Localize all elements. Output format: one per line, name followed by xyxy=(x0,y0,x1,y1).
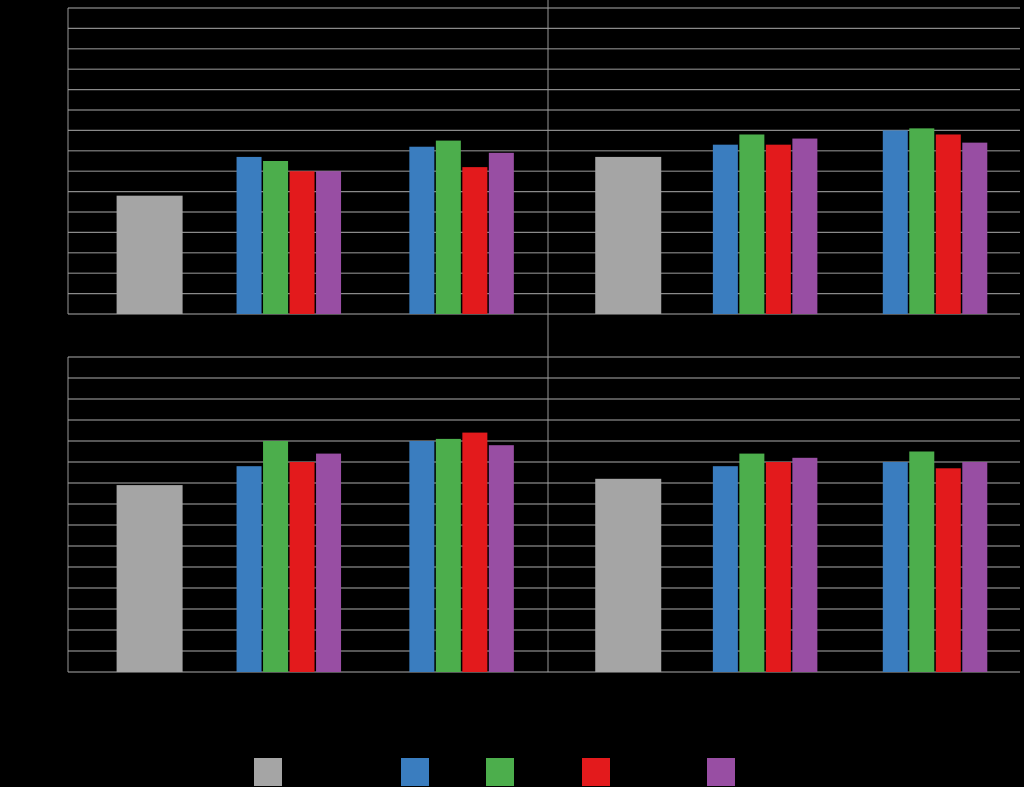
bar xyxy=(935,468,961,672)
bar xyxy=(435,438,461,672)
y-tick-label: 4 xyxy=(53,580,60,594)
y-tick-label: 4 xyxy=(53,225,60,239)
bar xyxy=(935,134,961,314)
bar xyxy=(882,462,908,672)
legend-swatch xyxy=(486,758,514,786)
legend-swatch xyxy=(254,758,282,786)
legend-swatch xyxy=(401,758,429,786)
bar xyxy=(595,478,662,672)
bar xyxy=(236,156,262,314)
y-tick-label: 5 xyxy=(53,559,60,573)
y-tick-label: 8 xyxy=(53,143,60,157)
y-tick-label: 3 xyxy=(53,245,60,259)
y-tick-label: 6 xyxy=(53,538,60,552)
bar xyxy=(909,451,935,672)
y-tick-label: 1 xyxy=(53,643,60,657)
bar xyxy=(316,171,342,314)
bar xyxy=(116,195,183,314)
bar xyxy=(909,128,935,314)
y-tick-label: 0 xyxy=(53,306,60,320)
y-tick-label: 0 xyxy=(53,664,60,678)
bar xyxy=(962,462,988,672)
bar xyxy=(116,485,183,672)
bar xyxy=(289,462,315,672)
bar xyxy=(462,432,488,672)
bar xyxy=(712,144,738,314)
y-tick-label: 9 xyxy=(53,475,60,489)
bar xyxy=(488,445,514,672)
y-tick-label: 15 xyxy=(47,0,61,14)
y-tick-label: 8 xyxy=(53,496,60,510)
y-tick-label: 11 xyxy=(48,433,61,447)
bar xyxy=(882,130,908,314)
bar xyxy=(962,142,988,314)
y-tick-label: 3 xyxy=(53,601,60,615)
bar xyxy=(712,466,738,672)
legend-swatch xyxy=(707,758,735,786)
bar xyxy=(739,453,765,672)
y-tick-label: 1 xyxy=(53,286,60,300)
bar xyxy=(409,441,435,672)
bar xyxy=(765,144,791,314)
y-tick-label: 6 xyxy=(53,184,60,198)
y-tick-label: 13 xyxy=(47,41,61,55)
y-tick-label: 2 xyxy=(53,265,60,279)
bar xyxy=(792,138,818,314)
legend-swatch xyxy=(582,758,610,786)
bar xyxy=(409,146,435,314)
y-tick-label: 9 xyxy=(53,123,60,137)
bar xyxy=(462,167,488,314)
y-tick-label: 10 xyxy=(47,102,61,116)
y-tick-label: 14 xyxy=(47,370,61,384)
bar xyxy=(289,171,315,314)
y-tick-label: 5 xyxy=(53,204,60,218)
bar xyxy=(792,457,818,672)
y-tick-label: 11 xyxy=(48,82,61,96)
y-tick-label: 14 xyxy=(47,21,61,35)
bar xyxy=(263,441,289,672)
y-tick-label: 7 xyxy=(53,517,60,531)
y-tick-label: 10 xyxy=(47,454,61,468)
y-tick-label: 7 xyxy=(53,163,60,177)
bar xyxy=(765,462,791,672)
bar xyxy=(236,466,262,672)
bar xyxy=(435,140,461,314)
y-tick-label: 12 xyxy=(47,61,61,75)
bar xyxy=(595,156,662,314)
bar xyxy=(316,453,342,672)
bar xyxy=(488,152,514,314)
y-tick-label: 15 xyxy=(47,349,61,363)
bar xyxy=(739,134,765,314)
y-tick-label: 12 xyxy=(47,412,61,426)
bar xyxy=(263,161,289,314)
y-tick-label: 13 xyxy=(47,391,61,405)
y-tick-label: 2 xyxy=(53,622,60,636)
